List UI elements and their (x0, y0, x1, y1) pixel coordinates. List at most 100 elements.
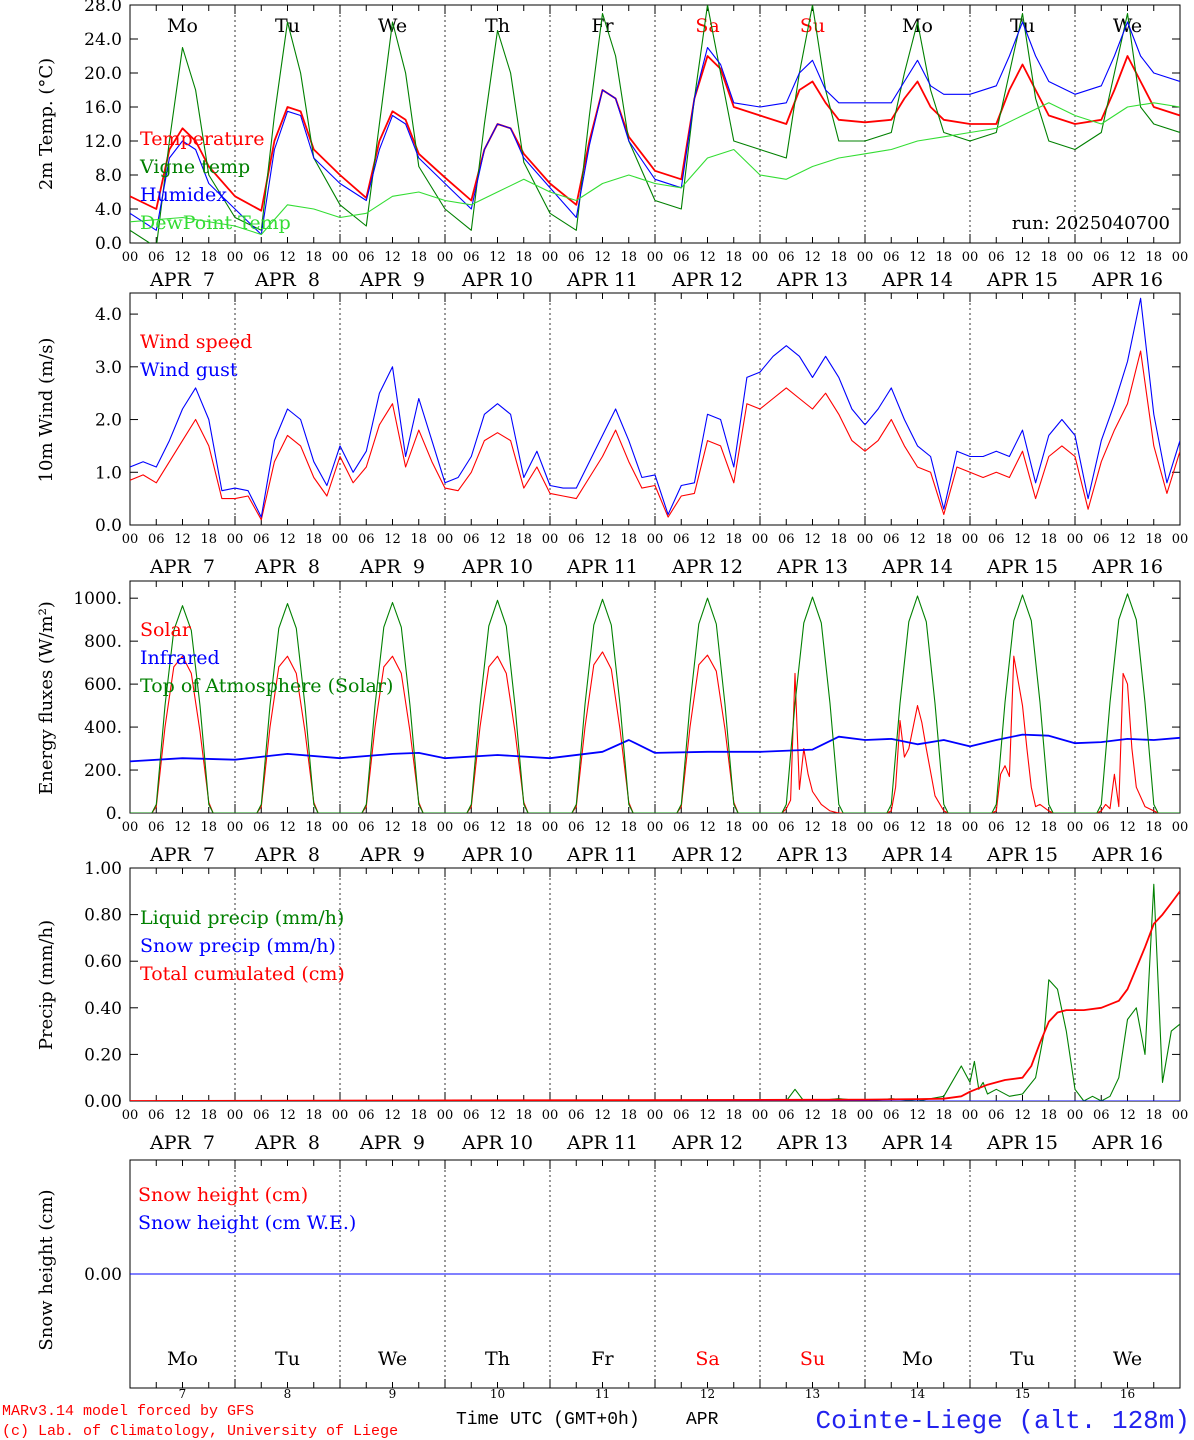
weekday-label: Su (800, 15, 825, 37)
hour-tick-label: 12 (384, 820, 401, 835)
hour-tick-label: 18 (620, 250, 637, 265)
y-tick-label: 24.0 (84, 30, 122, 50)
weekday-label: Sa (695, 15, 719, 37)
y-tick-label: 0.60 (84, 952, 122, 972)
hour-tick-label: 18 (305, 250, 322, 265)
hour-tick-label: 06 (463, 820, 480, 835)
weekday-label: Sa (695, 1348, 719, 1370)
hour-tick-label: 00 (857, 250, 874, 265)
weekday-label: Fr (591, 1348, 614, 1370)
hour-tick-label: 12 (1119, 1108, 1136, 1123)
y-tick-label: 0.20 (84, 1045, 122, 1065)
date-label: APR 11 (566, 556, 638, 578)
date-label: APR 13 (776, 556, 848, 578)
date-label: APR 11 (566, 269, 638, 291)
weekday-label: We (1113, 15, 1142, 37)
date-label: APR 8 (254, 844, 320, 866)
hour-tick-label: 00 (752, 250, 769, 265)
legend-entry: DewPoint Temp (140, 212, 291, 234)
hour-tick-label: 18 (1145, 250, 1162, 265)
hour-tick-label: 18 (830, 1108, 847, 1123)
legend-entry: Temperature (140, 128, 264, 150)
weekday-label: Th (485, 15, 510, 37)
y-tick-label: 200. (84, 761, 122, 781)
date-label: APR 12 (671, 556, 743, 578)
hour-tick-label: 00 (1067, 820, 1084, 835)
hour-tick-label: 12 (1014, 250, 1031, 265)
hour-tick-label: 06 (883, 532, 900, 547)
hour-tick-label: 00 (857, 820, 874, 835)
hour-tick-label: 06 (883, 250, 900, 265)
date-label: APR 13 (776, 1132, 848, 1154)
y-tick-label: 4.0 (95, 305, 122, 325)
hour-tick-label: 00 (542, 250, 559, 265)
date-label: APR 15 (986, 269, 1058, 291)
date-label: APR 7 (149, 269, 215, 291)
hour-tick-label: 00 (332, 1108, 349, 1123)
series-line-humidex (130, 21, 1180, 236)
hour-tick-label: 12 (489, 820, 506, 835)
date-label: APR 14 (881, 269, 953, 291)
hour-tick-label: 18 (830, 250, 847, 265)
hour-tick-label: 00 (122, 1108, 139, 1123)
day-number-label: 12 (700, 1387, 715, 1401)
hour-tick-label: 18 (620, 532, 637, 547)
station-label: Cointe-Liege (alt. 128m) (816, 1406, 1190, 1436)
hour-tick-label: 18 (1040, 1108, 1057, 1123)
hour-tick-label: 00 (1172, 532, 1189, 547)
hour-tick-label: 12 (174, 250, 191, 265)
hour-tick-label: 18 (305, 1108, 322, 1123)
hour-tick-label: 06 (778, 1108, 795, 1123)
hour-tick-label: 18 (1145, 532, 1162, 547)
hour-tick-label: 12 (279, 820, 296, 835)
hour-tick-label: 18 (1040, 532, 1057, 547)
hour-tick-label: 12 (1014, 532, 1031, 547)
legend-entry: Solar (140, 619, 192, 641)
hour-tick-label: 18 (620, 820, 637, 835)
hour-tick-label: 00 (1172, 250, 1189, 265)
day-number-label: 15 (1015, 1387, 1030, 1401)
hour-tick-label: 00 (332, 250, 349, 265)
hour-tick-label: 06 (988, 532, 1005, 547)
series-line-liquid-precip-mm-h (130, 883, 1180, 1101)
legend-entry: Infrared (140, 647, 220, 669)
hour-tick-label: 00 (1067, 1108, 1084, 1123)
hour-tick-label: 12 (594, 532, 611, 547)
y-tick-label: 400. (84, 718, 122, 738)
y-tick-label: 0.00 (84, 1265, 122, 1285)
hour-tick-label: 18 (200, 1108, 217, 1123)
hour-tick-label: 12 (594, 820, 611, 835)
hour-tick-label: 12 (489, 250, 506, 265)
hour-tick-label: 18 (1040, 820, 1057, 835)
legend-entry: Vigne temp (139, 156, 250, 178)
hour-tick-label: 18 (830, 820, 847, 835)
panel-4: 0.00 0.20 0.40 0.60 0.80 1.00 Precip (mm/h) 00 0… (36, 859, 1188, 1154)
hour-tick-label: 00 (857, 532, 874, 547)
date-label: APR 9 (359, 269, 425, 291)
hour-tick-label: 06 (253, 532, 270, 547)
hour-tick-label: 12 (804, 820, 821, 835)
hour-tick-label: 06 (1093, 532, 1110, 547)
legend-entry: Liquid precip (mm/h) (140, 907, 344, 929)
hour-tick-label: 18 (410, 1108, 427, 1123)
date-label: APR 8 (254, 1132, 320, 1154)
weekday-label: Mo (902, 15, 933, 37)
hour-tick-label: 00 (122, 532, 139, 547)
hour-tick-label: 12 (594, 1108, 611, 1123)
day-number-label: 14 (910, 1387, 926, 1401)
hour-tick-label: 12 (909, 820, 926, 835)
hour-tick-label: 18 (935, 820, 952, 835)
hour-tick-label: 06 (148, 250, 165, 265)
hour-tick-label: 00 (122, 820, 139, 835)
weekday-label: We (378, 1348, 407, 1370)
date-label: APR 13 (776, 844, 848, 866)
hour-tick-label: 12 (1119, 250, 1136, 265)
hour-tick-label: 00 (227, 532, 244, 547)
date-label: APR 12 (671, 269, 743, 291)
y-tick-label: 0.80 (84, 906, 122, 926)
credit-line-1: MARv3.14 model forced by GFS (2, 1403, 254, 1420)
hour-tick-label: 06 (988, 1108, 1005, 1123)
hour-tick-label: 12 (1014, 1108, 1031, 1123)
hour-tick-label: 00 (1172, 820, 1189, 835)
